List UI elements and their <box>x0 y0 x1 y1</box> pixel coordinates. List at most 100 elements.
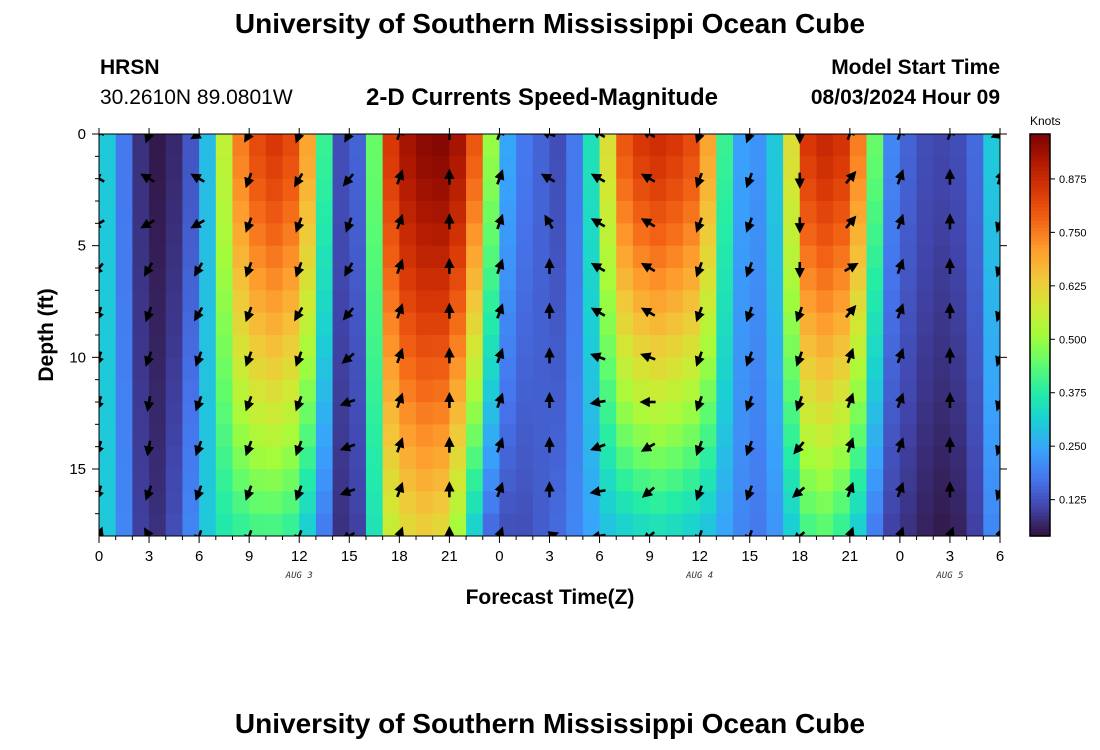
heatmap-cell <box>849 513 868 536</box>
heatmap-cell <box>132 446 150 470</box>
colorbar-segment <box>1030 532 1050 537</box>
heatmap-cell <box>666 178 684 202</box>
colorbar-segment <box>1030 221 1050 226</box>
colorbar-segment <box>1030 197 1050 202</box>
heatmap-cell <box>582 312 601 336</box>
heatmap-cell <box>582 469 601 492</box>
heatmap-cell <box>899 178 918 202</box>
heatmap-cell <box>249 402 267 425</box>
heatmap-cell <box>632 402 651 425</box>
colorbar-segment <box>1030 435 1050 440</box>
heatmap-cell <box>482 469 501 492</box>
heatmap-cell <box>349 402 367 425</box>
current-vector-arrow <box>995 442 1000 457</box>
heatmap-cell <box>716 513 734 536</box>
current-vector-arrow <box>744 440 755 457</box>
heatmap-cell <box>666 513 684 536</box>
heatmap-cell <box>749 424 768 448</box>
heatmap-cell <box>249 156 267 180</box>
heatmap-cell <box>833 312 851 336</box>
heatmap-cell <box>916 513 934 536</box>
colorbar-segment <box>1030 489 1050 494</box>
heatmap-cell <box>482 424 501 448</box>
heatmap-cell <box>215 268 234 291</box>
colorbar-segment <box>1030 328 1050 333</box>
current-vector-arrow <box>694 529 705 536</box>
heatmap-cell <box>899 312 918 336</box>
heatmap-cell <box>165 223 184 247</box>
heatmap-cell <box>616 379 634 403</box>
heatmap-cell <box>616 491 634 515</box>
heatmap-cell <box>582 201 601 224</box>
current-vector-arrow <box>641 486 656 498</box>
heatmap-cell <box>599 402 617 425</box>
heatmap-cell <box>749 335 768 358</box>
heatmap-cell <box>766 357 784 381</box>
heatmap-cell <box>699 469 717 492</box>
heatmap-cell <box>382 424 400 448</box>
heatmap-cell <box>99 402 117 425</box>
heatmap-cell <box>866 312 884 336</box>
heatmap-cell <box>799 134 818 157</box>
heatmap-cell <box>949 290 968 314</box>
current-vector-arrow <box>794 351 805 367</box>
heatmap-cell <box>933 134 951 157</box>
current-vector-arrow <box>99 526 104 536</box>
colorbar-segment <box>1030 284 1050 289</box>
current-vector-arrow <box>144 306 155 323</box>
heatmap-cell <box>416 379 434 403</box>
heatmap-cell <box>332 402 350 425</box>
heatmap-cell <box>616 223 634 247</box>
heatmap-cell <box>115 402 133 425</box>
heatmap-cell <box>649 156 667 180</box>
heatmap-cell <box>399 446 417 470</box>
heatmap-cell <box>149 178 167 202</box>
heatmap-cell <box>933 402 951 425</box>
current-vector-arrow <box>694 172 705 189</box>
current-vector-arrow <box>844 304 857 319</box>
current-vector-arrow <box>844 215 857 229</box>
heatmap-cell <box>482 312 501 336</box>
colorbar-segment <box>1030 204 1050 209</box>
heatmap-cell <box>816 312 834 336</box>
colorbar-segment <box>1030 184 1050 189</box>
colorbar-segment <box>1030 251 1050 256</box>
heatmap-cell <box>949 223 968 247</box>
heatmap-cell <box>299 424 317 448</box>
colorbar-segment <box>1030 502 1050 507</box>
current-vector-arrow <box>589 396 606 408</box>
heatmap-cell <box>466 446 484 470</box>
heatmap-cell <box>599 469 617 492</box>
heatmap-cell <box>566 223 584 247</box>
current-vector-arrow <box>294 485 305 501</box>
heatmap-cell <box>199 178 217 202</box>
heatmap-cell <box>883 446 901 470</box>
heatmap-cell <box>966 156 984 180</box>
heatmap-cell <box>599 268 617 291</box>
heatmap-cell <box>616 178 634 202</box>
heatmap-cell <box>733 201 751 224</box>
heatmap-cell <box>249 357 267 381</box>
heatmap-cell <box>532 268 551 291</box>
heatmap-cell <box>883 245 901 269</box>
heatmap-cell <box>983 335 1000 358</box>
heatmap-cell <box>699 312 717 336</box>
heatmap-cell <box>499 201 517 224</box>
current-vector-arrow <box>244 172 255 189</box>
heatmap-cell <box>182 290 200 314</box>
current-vector-arrow <box>590 441 606 452</box>
colorbar-segment <box>1030 522 1050 527</box>
current-vector-arrow <box>894 169 905 185</box>
heatmap-cell <box>883 379 901 403</box>
heatmap-cell <box>666 223 684 247</box>
heatmap-cell <box>866 402 884 425</box>
heatmap-cell <box>466 491 484 515</box>
heatmap-cell <box>916 201 934 224</box>
heatmap-cell <box>816 268 834 291</box>
colorbar-segment <box>1030 361 1050 366</box>
heatmap-cell <box>816 290 834 314</box>
heatmap-cell <box>716 223 734 247</box>
heatmap-cell <box>699 402 717 425</box>
x-tick-label: 0 <box>495 548 503 565</box>
heatmap-cell <box>149 446 167 470</box>
